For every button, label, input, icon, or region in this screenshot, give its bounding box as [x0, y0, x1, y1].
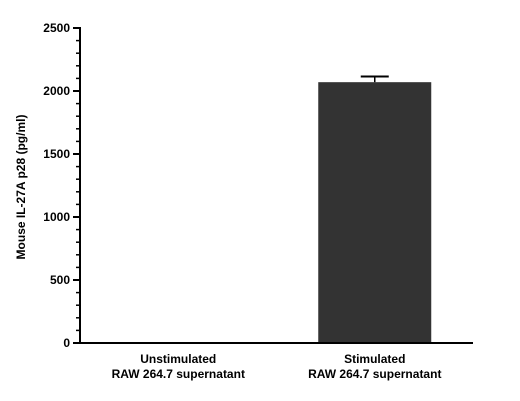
category-label-line: RAW 264.7 supernatant: [112, 367, 245, 381]
x-axis: Unstimulated RAW 264.7 supernatantStimula…: [79, 342, 473, 381]
category-label-line: Unstimulated: [140, 352, 216, 366]
y-tick-label: 2000: [43, 84, 70, 98]
category-label: Unstimulated RAW 264.7 supernatant: [112, 352, 245, 381]
category-label: Stimulated RAW 264.7 supernatant: [308, 352, 441, 381]
category-label-line: Stimulated: [344, 352, 405, 366]
error-bars-group: [360, 75, 389, 83]
y-tick-label: 0: [63, 336, 70, 350]
bars-group: [318, 82, 432, 344]
y-tick-label: 1500: [43, 147, 70, 161]
y-axis-title: Mouse IL-27A p28 (pg/ml): [14, 115, 28, 260]
y-tick-label: 2500: [43, 21, 70, 35]
y-tick-label: 1000: [43, 210, 70, 224]
y-axis: 0 500 1000 1500 2000 2500: [43, 21, 81, 350]
y-tick-label: 500: [50, 273, 70, 287]
category-label-line: RAW 264.7 supernatant: [308, 367, 441, 381]
bar: [318, 82, 432, 344]
